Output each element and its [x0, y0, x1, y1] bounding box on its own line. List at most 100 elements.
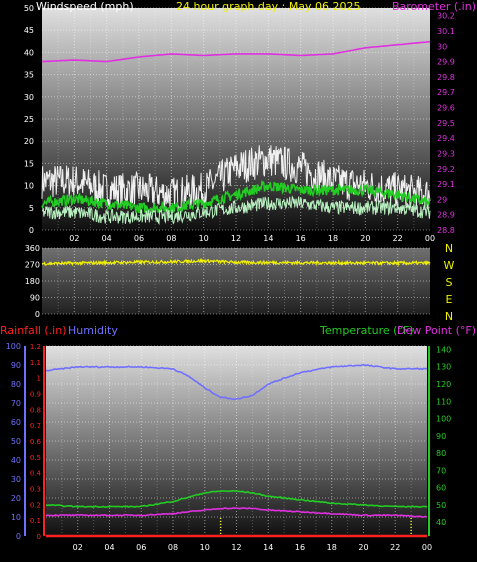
wind-time-tick-label: 20 — [360, 234, 370, 243]
humidity-tick-label: 10 — [11, 513, 21, 522]
temp-series — [45, 489, 428, 509]
humidity-tick-label: 30 — [11, 475, 21, 484]
humidity-series — [45, 363, 428, 401]
humidity-tick-label: 0 — [16, 532, 21, 541]
rainfall-tick-label: 0.1 — [30, 517, 41, 525]
temperature-axis: 40 50 60 70 80 90 100 110 120 130 140 — [436, 345, 451, 527]
barometer-tick-label: 30.1 — [437, 27, 455, 36]
temperature-time-axis: 02 04 06 08 10 12 14 16 18 20 22 00 — [73, 543, 432, 552]
humidity-tick-label: 90 — [11, 361, 21, 370]
temperature-time-tick-label: 22 — [390, 543, 400, 552]
humidity-tick-label: 40 — [11, 456, 21, 465]
wind-time-tick-label: 16 — [296, 234, 306, 243]
direction-tick-label: 90 — [30, 294, 40, 303]
compass-label: W — [444, 259, 455, 272]
temperature-tick-label: 140 — [436, 345, 451, 354]
windspeed-tick-label: 20 — [24, 137, 34, 146]
temperature-tick-label: 100 — [436, 415, 451, 424]
barometer-tick-label: 29.5 — [437, 119, 455, 128]
rainfall-tick-label: 0.8 — [30, 406, 41, 414]
temperature-tick-label: 120 — [436, 380, 451, 389]
direction-tick-label: 360 — [25, 244, 40, 253]
barometer-axis-label: Barometer (.in) — [392, 0, 476, 13]
temperature-time-tick-label: 00 — [422, 543, 432, 552]
direction-grid — [42, 247, 430, 315]
windspeed-tick-label: 0 — [29, 226, 34, 235]
rainfall-tick-label: 0.5 — [30, 454, 41, 462]
rainfall-tick-label: 1.1 — [30, 359, 41, 367]
temperature-time-tick-label: 14 — [263, 543, 273, 552]
rainfall-tick-label: 0.4 — [30, 470, 42, 478]
rainfall-tick-label: 0.6 — [30, 438, 42, 446]
dewpoint-axis-label: Dew Point (°F) — [397, 324, 476, 337]
wind-time-tick-label: 04 — [102, 234, 112, 243]
humidity-tick-label: 70 — [11, 399, 21, 408]
wind-time-tick-label: 14 — [263, 234, 273, 243]
temp-series — [45, 507, 428, 519]
rainfall-tick-label: 0.3 — [30, 486, 41, 494]
temperature-tick-label: 80 — [436, 449, 446, 458]
temperature-tick-label: 110 — [436, 397, 451, 406]
temperature-tick-label: 70 — [436, 466, 446, 475]
compass-label: N — [445, 242, 453, 255]
rainfall-tick-label: 1.2 — [30, 343, 41, 351]
humidity-axis: 0 10 20 30 40 50 60 70 80 90 100 — [6, 342, 21, 541]
temperature-time-tick-label: 18 — [327, 543, 337, 552]
temperature-axis-label: Temperature (°F) — [319, 324, 414, 337]
wind-time-tick-label: 10 — [199, 234, 209, 243]
windspeed-tick-label: 5 — [29, 204, 34, 213]
wind-time-tick-label: 18 — [328, 234, 338, 243]
temperature-time-tick-label: 16 — [295, 543, 305, 552]
barometer-tick-label: 29.4 — [437, 134, 455, 143]
rainfall-tick-label: 0.7 — [30, 422, 41, 430]
barometer-tick-label: 28.8 — [437, 226, 455, 235]
temperature-time-tick-label: 02 — [73, 543, 83, 552]
barometer-tick-label: 29 — [437, 195, 447, 204]
windspeed-tick-label: 10 — [24, 182, 34, 191]
direction-axis: 360 270 180 90 0 — [25, 244, 40, 319]
barometer-tick-label: 29.9 — [437, 58, 455, 67]
windspeed-tick-label: 35 — [24, 71, 34, 80]
temperature-tick-label: 60 — [436, 484, 446, 493]
windspeed-series-windspeed — [41, 145, 431, 211]
chart-title: 24 hour graph day : May 06 2025 — [176, 0, 361, 13]
temperature-time-tick-label: 04 — [104, 543, 114, 552]
direction-tick-label: 270 — [25, 261, 40, 270]
windspeed-axis: 0 5 10 15 20 25 30 35 40 45 50 — [24, 4, 34, 235]
windspeed-tick-label: 30 — [24, 93, 34, 102]
windspeed-series-wind_light — [41, 195, 431, 226]
rainfall-tick-label: 0.2 — [30, 501, 41, 509]
wind-time-tick-label: 12 — [231, 234, 241, 243]
barometer-tick-label: 29.7 — [437, 88, 455, 97]
humidity-tick-label: 60 — [11, 418, 21, 427]
compass-label: S — [446, 276, 453, 289]
temperature-series — [45, 363, 428, 538]
direction-tick-label: 180 — [25, 277, 40, 286]
temperature-time-tick-label: 12 — [231, 543, 241, 552]
barometer-axis: 28.8 28.9 29 29.1 29.2 29.3 29.4 29.5 29.6 29.7 29… — [437, 12, 455, 235]
humidity-tick-label: 20 — [11, 494, 21, 503]
humidity-axis-label: Humidity — [68, 324, 118, 337]
barometer-tick-label: 29.8 — [437, 73, 455, 82]
windspeed-tick-label: 45 — [24, 26, 34, 35]
temperature-tick-label: 130 — [436, 363, 451, 372]
barometer-tick-label: 29.3 — [437, 149, 455, 158]
humidity-tick-label: 80 — [11, 380, 21, 389]
windspeed-axis-label: Windspeed (mph) — [36, 0, 134, 13]
windspeed-series-wind_green — [41, 179, 431, 216]
temperature-tick-label: 90 — [436, 432, 446, 441]
barometer-tick-label: 29.6 — [437, 104, 455, 113]
rainfall-axis-label: Rainfall (.in) — [0, 324, 67, 337]
rainfall-axis: 0 0.1 0.2 0.3 0.4 0.5 0.6 0.7 0.8 0.9 1 1.1 1.2 — [30, 343, 42, 541]
compass-label: E — [446, 293, 453, 306]
wind-grid — [42, 7, 430, 231]
barometer-tick-label: 30 — [437, 42, 447, 51]
windspeed-tick-label: 15 — [24, 159, 34, 168]
direction-series — [41, 258, 431, 267]
temperature-tick-label: 50 — [436, 501, 446, 510]
windspeed-tick-label: 40 — [24, 48, 34, 57]
